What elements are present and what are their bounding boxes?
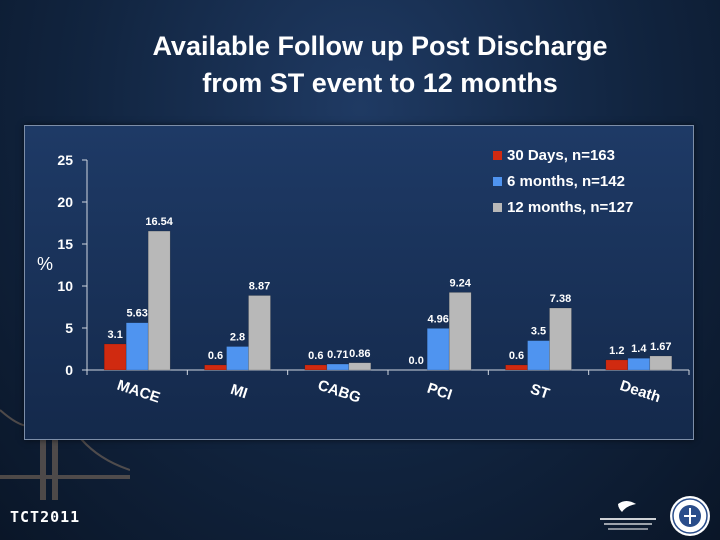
title-line-2: from ST event to 12 months bbox=[202, 68, 558, 98]
data-label: 0.6 bbox=[208, 350, 223, 362]
data-label: 1.67 bbox=[650, 341, 671, 353]
bar bbox=[304, 364, 328, 371]
data-label: 3.1 bbox=[108, 329, 123, 341]
bar bbox=[426, 328, 450, 371]
data-label: 5.63 bbox=[126, 308, 147, 320]
x-tick-label: PCI bbox=[425, 380, 454, 404]
bar bbox=[326, 363, 350, 371]
y-tick-label: 5 bbox=[65, 320, 73, 336]
data-label: 3.5 bbox=[531, 326, 546, 338]
bar bbox=[605, 359, 629, 371]
x-tick-label: CABG bbox=[316, 377, 363, 407]
bar bbox=[147, 230, 171, 371]
legend-swatch bbox=[493, 177, 502, 186]
x-tick-label: MI bbox=[228, 381, 249, 402]
data-label: 0.86 bbox=[349, 348, 370, 360]
data-label: 4.96 bbox=[427, 313, 448, 325]
bar bbox=[226, 346, 249, 371]
tct-logo-text: TCT2011 bbox=[10, 508, 81, 526]
x-tick-label: MACE bbox=[115, 377, 162, 407]
bar bbox=[527, 340, 550, 371]
data-label: 8.87 bbox=[249, 280, 270, 292]
y-tick-label: 20 bbox=[57, 194, 73, 210]
page-title: Available Follow up Post Discharge from … bbox=[60, 28, 700, 102]
chart-panel: 0 5 10 15 20 25% 3.1 5.63 16.54 MACE 0.6 2.8 8.87 MI 0… bbox=[24, 125, 694, 440]
data-label: 0.6 bbox=[509, 350, 524, 362]
bar bbox=[348, 362, 372, 371]
data-label: 1.2 bbox=[609, 345, 624, 357]
legend-label: 6 months, n=142 bbox=[507, 173, 625, 190]
bar bbox=[549, 307, 572, 371]
data-label: 7.38 bbox=[550, 293, 571, 305]
bar bbox=[649, 355, 673, 371]
data-label: 2.8 bbox=[230, 331, 245, 343]
legend-swatch bbox=[493, 203, 502, 212]
y-axis-label: % bbox=[37, 254, 53, 274]
data-label: 0.71 bbox=[327, 349, 348, 361]
data-label: 9.24 bbox=[449, 277, 471, 289]
bar bbox=[125, 322, 149, 371]
bar bbox=[627, 357, 651, 371]
bar bbox=[448, 292, 472, 371]
legend-label: 12 months, n=127 bbox=[507, 199, 633, 216]
bar bbox=[204, 364, 227, 371]
x-tick-label: ST bbox=[528, 381, 551, 403]
data-label: 0.0 bbox=[409, 355, 424, 367]
legend-swatch bbox=[493, 151, 502, 160]
y-tick-label: 15 bbox=[57, 236, 73, 252]
bar bbox=[103, 343, 127, 371]
bar bbox=[248, 295, 271, 371]
data-label: 16.54 bbox=[145, 216, 173, 228]
tct-logo: TCT2011 bbox=[10, 508, 80, 526]
legend-label: 30 Days, n=163 bbox=[507, 147, 615, 164]
x-tick-label: Death bbox=[618, 377, 663, 406]
y-tick-label: 25 bbox=[57, 152, 73, 168]
y-tick-label: 0 bbox=[65, 362, 73, 378]
data-label: 0.6 bbox=[308, 350, 323, 362]
data-label: 1.4 bbox=[631, 343, 647, 355]
y-tick-label: 10 bbox=[57, 278, 73, 294]
title-line-1: Available Follow up Post Discharge bbox=[152, 31, 608, 61]
bar bbox=[505, 364, 528, 371]
bar-chart: 0 5 10 15 20 25% 3.15.63 16.54 MACE 0.6 2.8 8.87 MI 0… bbox=[37, 147, 690, 407]
society-seal-icon bbox=[670, 496, 710, 536]
organization-logo bbox=[600, 501, 656, 530]
